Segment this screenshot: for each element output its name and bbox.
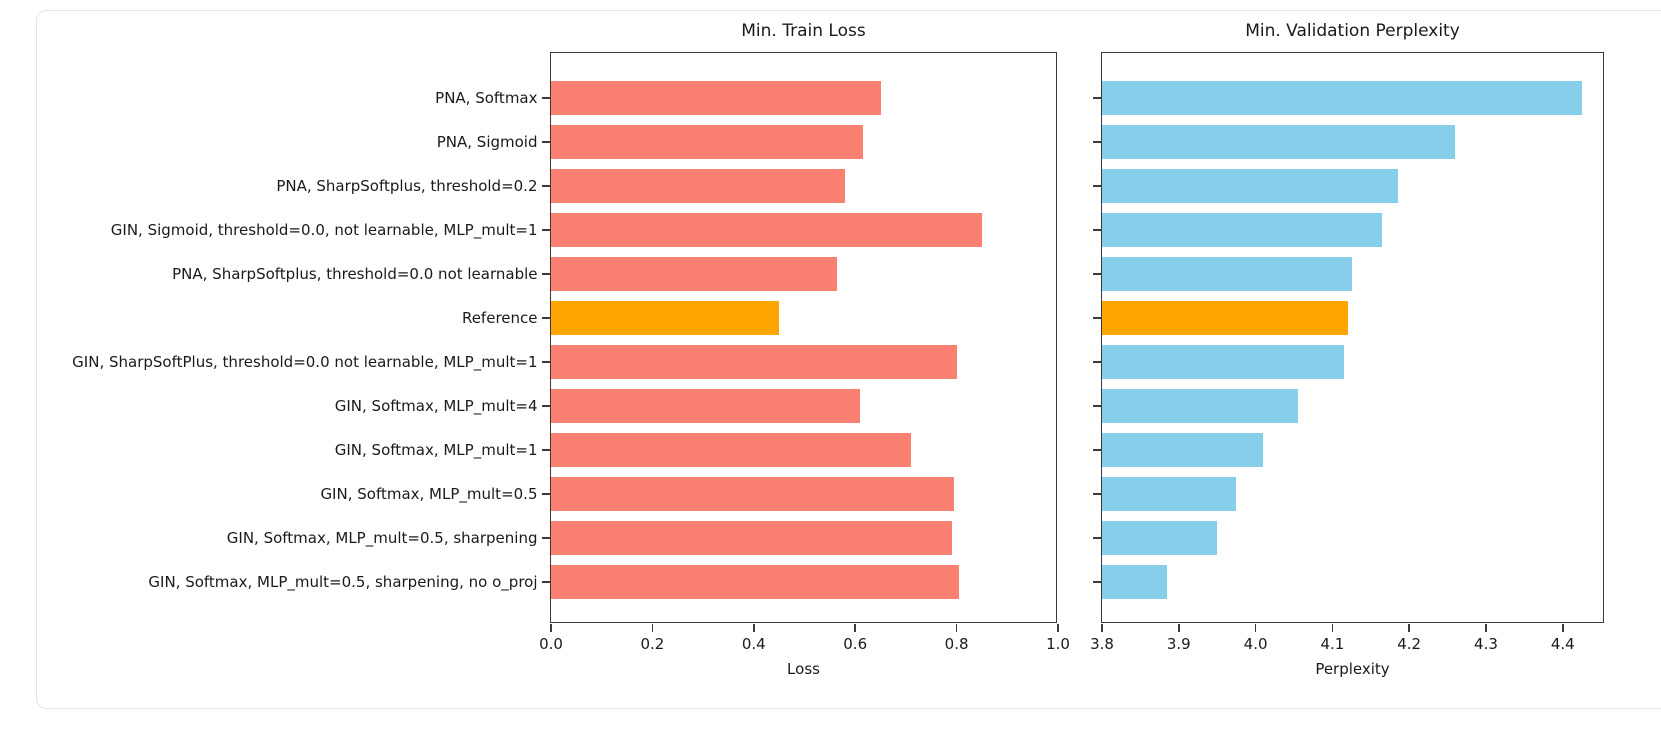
x-tick-mark (1057, 624, 1059, 632)
category-label: GIN, Softmax, MLP_mult=0.5 (320, 485, 538, 503)
x-axis-label: Perplexity (1315, 660, 1390, 678)
y-tick-mark (1092, 185, 1101, 187)
y-tick-mark (1092, 405, 1101, 407)
chart-title: Min. Train Loss (741, 21, 866, 41)
category-label: GIN, Softmax, MLP_mult=0.5, sharpening, … (148, 573, 538, 591)
validation-perplexity-bar (1102, 565, 1168, 599)
y-tick-mark (1092, 449, 1101, 451)
y-tick-mark (541, 361, 550, 363)
x-tick-mark (854, 624, 856, 632)
validation-perplexity-chart: Min. Validation Perplexity Perplexity 3.… (1090, 21, 1604, 678)
reference-bar (551, 301, 780, 335)
train-loss-bar (551, 257, 838, 291)
y-tick-mark (541, 97, 550, 99)
y-tick-mark (541, 537, 550, 539)
category-label: GIN, Sigmoid, threshold=0.0, not learnab… (110, 221, 538, 239)
y-tick-mark (1092, 97, 1101, 99)
y-tick-mark (541, 493, 550, 495)
x-tick-label: 4.3 (1474, 635, 1498, 653)
x-tick-mark (1178, 624, 1180, 632)
category-label: PNA, SharpSoftplus, threshold=0.0 not le… (172, 265, 538, 283)
x-tick-mark (651, 624, 654, 632)
validation-perplexity-bar (1102, 257, 1352, 291)
x-tick-label: 3.8 (1090, 635, 1114, 653)
x-tick-label: 0.4 (741, 635, 766, 653)
x-tick-label: 0.8 (944, 635, 969, 653)
chart-title: Min. Validation Perplexity (1245, 21, 1460, 41)
x-tick-mark (1331, 624, 1334, 632)
category-label: GIN, Softmax, MLP_mult=4 (334, 397, 538, 415)
y-tick-mark (1092, 317, 1101, 319)
x-tick-label: 4.1 (1320, 635, 1345, 653)
y-tick-mark (541, 141, 550, 143)
x-tick-label: 0.2 (640, 635, 665, 653)
x-tick-mark (1485, 624, 1487, 632)
train-loss-bar (551, 389, 861, 423)
x-tick-mark (550, 624, 552, 632)
y-tick-mark (1092, 537, 1101, 539)
train-loss-bar (551, 213, 982, 247)
x-tick-label: 4.0 (1243, 635, 1268, 653)
reference-bar (1102, 301, 1348, 335)
category-label: GIN, Softmax, MLP_mult=1 (334, 441, 538, 459)
x-tick-mark (1408, 624, 1410, 632)
y-tick-mark (1092, 273, 1101, 275)
x-tick-label: 3.9 (1166, 635, 1191, 653)
y-tick-mark (541, 273, 550, 275)
y-tick-mark (541, 405, 550, 407)
train-loss-bar (551, 433, 911, 467)
validation-perplexity-bar (1102, 81, 1582, 115)
y-tick-mark (541, 229, 550, 231)
y-tick-mark (541, 449, 550, 451)
validation-perplexity-bar (1102, 125, 1456, 159)
validation-perplexity-bar (1102, 389, 1298, 423)
validation-perplexity-bar (1102, 213, 1383, 247)
train-loss-bar (551, 125, 863, 159)
train-loss-chart: Min. Train Loss Loss PNA, Softmax PNA, Si… (72, 21, 1070, 678)
train-loss-bar (551, 345, 957, 379)
category-label: GIN, Softmax, MLP_mult=0.5, sharpening (226, 529, 538, 547)
validation-perplexity-bar (1102, 521, 1218, 555)
y-tick-mark (1092, 581, 1101, 583)
y-tick-mark (1092, 141, 1101, 143)
x-tick-label: 4.2 (1397, 635, 1422, 653)
category-label: PNA, Softmax (435, 89, 538, 107)
x-tick-mark (955, 624, 958, 632)
x-axis-label: Loss (787, 660, 820, 678)
train-loss-bar (551, 81, 881, 115)
x-tick-mark (753, 624, 755, 632)
y-tick-mark (1092, 493, 1101, 495)
x-tick-label: 0.0 (539, 635, 563, 653)
x-tick-label: 4.4 (1550, 635, 1575, 653)
validation-perplexity-bar (1102, 169, 1398, 203)
validation-perplexity-bar (1102, 345, 1344, 379)
train-loss-bar (551, 477, 955, 511)
validation-perplexity-bar (1102, 477, 1237, 511)
y-tick-mark (541, 317, 550, 319)
y-tick-mark (541, 185, 550, 187)
train-loss-bar (551, 521, 952, 555)
category-label: GIN, SharpSoftPlus, threshold=0.0 not le… (72, 353, 538, 371)
category-label: PNA, SharpSoftplus, threshold=0.2 (276, 177, 538, 195)
x-tick-label: 1.0 (1046, 635, 1070, 653)
validation-perplexity-bar (1102, 433, 1264, 467)
train-loss-bar (551, 565, 960, 599)
x-tick-mark (1254, 624, 1257, 632)
x-tick-mark (1101, 624, 1103, 632)
y-tick-mark (1092, 229, 1101, 231)
y-tick-mark (1092, 361, 1101, 363)
category-label: PNA, Sigmoid (436, 133, 538, 151)
x-tick-mark (1562, 624, 1564, 632)
y-tick-mark (541, 581, 550, 583)
x-tick-label: 0.6 (843, 635, 868, 653)
train-loss-bar (551, 169, 846, 203)
category-label: Reference (461, 309, 538, 327)
